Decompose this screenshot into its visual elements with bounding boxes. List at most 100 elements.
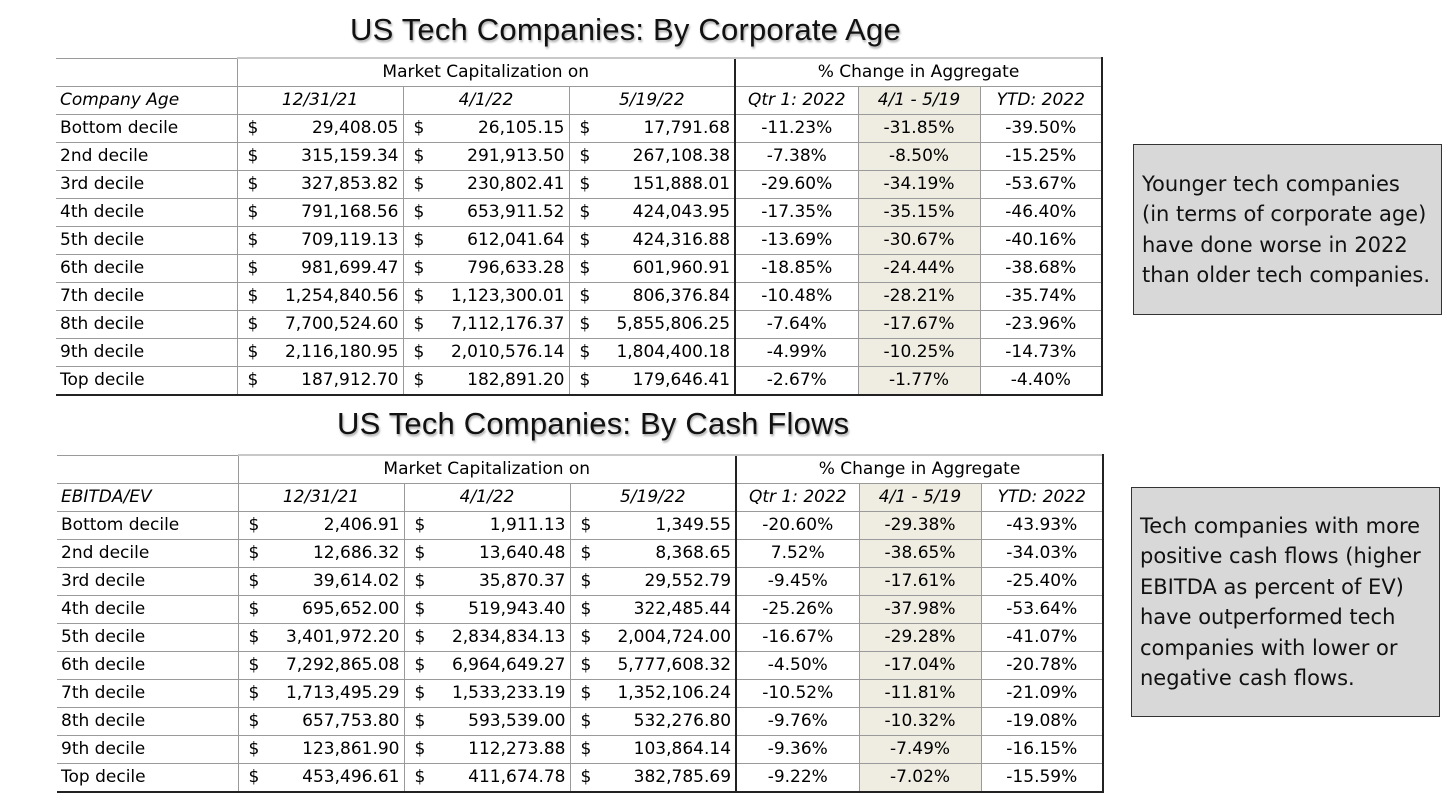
pct-change-cell: -28.21% bbox=[857, 282, 981, 311]
currency-symbol: $ bbox=[248, 655, 260, 675]
market-cap-value: 601,960.91 bbox=[632, 258, 731, 278]
currency-symbol: $ bbox=[579, 146, 591, 166]
pct-change-cell: -17.04% bbox=[858, 651, 982, 680]
note-box-cash-flows: Tech companies with more positive cash f… bbox=[1131, 487, 1440, 717]
market-cap-cell: $7,112,176.37 bbox=[402, 310, 569, 339]
table-row: 2nd decile $12,686.32 $13,640.48 $8,368.65 7… bbox=[57, 539, 1105, 568]
market-cap-value: 29,408.05 bbox=[311, 118, 399, 138]
pct-change-cell: -46.40% bbox=[979, 198, 1104, 227]
market-cap-value: 1,911.13 bbox=[489, 515, 566, 535]
row-label: 5th decile bbox=[57, 623, 238, 652]
pct-change-cell: -9.22% bbox=[735, 763, 860, 793]
currency-symbol: $ bbox=[414, 739, 426, 759]
row-label: 7th decile bbox=[56, 282, 237, 311]
currency-symbol: $ bbox=[413, 258, 425, 278]
market-cap-cell: $39,614.02 bbox=[237, 567, 404, 596]
currency-symbol: $ bbox=[414, 627, 426, 647]
pct-change-cell: -20.78% bbox=[980, 651, 1105, 680]
pct-change-cell: -24.44% bbox=[857, 254, 981, 283]
market-cap-cell: $103,864.14 bbox=[569, 735, 737, 764]
market-cap-cell: $791,168.56 bbox=[236, 198, 403, 227]
group-header-pct-change: % Change in Aggregate bbox=[734, 57, 1104, 87]
group-header-market-cap: Market Capitalization on bbox=[236, 57, 736, 87]
currency-symbol: $ bbox=[413, 342, 425, 362]
pct-change-cell: -11.23% bbox=[734, 114, 859, 143]
row-label: 6th decile bbox=[57, 651, 238, 680]
market-cap-value: 1,123,300.01 bbox=[450, 286, 565, 306]
pct-change-cell: -7.38% bbox=[734, 142, 859, 171]
currency-symbol: $ bbox=[248, 767, 260, 787]
market-cap-value: 695,652.00 bbox=[302, 599, 400, 619]
currency-symbol: $ bbox=[413, 202, 425, 222]
market-cap-cell: $453,496.61 bbox=[237, 763, 404, 793]
table-row: 9th decile $2,116,180.95 $2,010,576.14 $1,8… bbox=[56, 338, 1104, 367]
currency-symbol: $ bbox=[414, 599, 426, 619]
currency-symbol: $ bbox=[414, 711, 426, 731]
pct-change-cell: -1.77% bbox=[857, 366, 981, 396]
market-cap-value: 2,010,576.14 bbox=[450, 342, 565, 362]
pct-change-cell: -4.50% bbox=[735, 651, 860, 680]
market-cap-cell: $291,913.50 bbox=[402, 142, 569, 171]
group-header-market-cap: Market Capitalization on bbox=[237, 454, 737, 484]
table-title-cash-flows: US Tech Companies: By Cash Flows bbox=[337, 406, 850, 441]
market-cap-cell: $230,802.41 bbox=[402, 170, 569, 199]
column-header: 12/31/21 bbox=[237, 483, 404, 512]
market-cap-cell: $29,408.05 bbox=[236, 114, 403, 143]
currency-symbol: $ bbox=[414, 767, 426, 787]
column-header: 4/1 - 5/19 bbox=[857, 86, 981, 115]
market-cap-cell: $123,861.90 bbox=[237, 735, 404, 764]
market-cap-value: 2,834,834.13 bbox=[451, 627, 566, 647]
market-cap-cell: $13,640.48 bbox=[403, 539, 570, 568]
pct-change-cell: -18.85% bbox=[734, 254, 859, 283]
pct-change-cell: -21.09% bbox=[980, 679, 1105, 708]
note-box-corporate-age: Younger tech companies (in terms of corp… bbox=[1133, 144, 1442, 315]
market-cap-value: 791,168.56 bbox=[301, 202, 399, 222]
market-cap-cell: $2,010,576.14 bbox=[402, 338, 569, 367]
market-cap-value: 2,116,180.95 bbox=[284, 342, 399, 362]
market-cap-value: 5,855,806.25 bbox=[616, 314, 731, 334]
market-cap-cell: $8,368.65 bbox=[569, 539, 737, 568]
row-label: 9th decile bbox=[56, 338, 237, 367]
pct-change-cell: -16.15% bbox=[980, 735, 1105, 764]
currency-symbol: $ bbox=[580, 543, 592, 563]
market-cap-value: 1,254,840.56 bbox=[284, 286, 399, 306]
currency-symbol: $ bbox=[247, 342, 259, 362]
market-cap-value: 1,533,233.19 bbox=[451, 683, 566, 703]
column-header: 4/1 - 5/19 bbox=[858, 483, 982, 512]
pct-change-cell: -29.28% bbox=[858, 623, 982, 652]
pct-change-cell: -39.50% bbox=[979, 114, 1104, 143]
market-cap-value: 1,352,106.24 bbox=[617, 683, 732, 703]
column-header: Qtr 1: 2022 bbox=[734, 86, 859, 115]
table-row: 6th decile $7,292,865.08 $6,964,649.27 $5,7… bbox=[57, 651, 1105, 680]
currency-symbol: $ bbox=[580, 711, 592, 731]
market-cap-cell: $382,785.69 bbox=[569, 763, 737, 793]
currency-symbol: $ bbox=[579, 342, 591, 362]
pct-change-cell: -10.32% bbox=[858, 707, 982, 736]
currency-symbol: $ bbox=[413, 174, 425, 194]
market-cap-cell: $1,254,840.56 bbox=[236, 282, 403, 311]
pct-change-cell: -53.67% bbox=[979, 170, 1104, 199]
row-label: 4th decile bbox=[56, 198, 237, 227]
market-cap-value: 411,674.78 bbox=[468, 767, 566, 787]
column-header: YTD: 2022 bbox=[979, 86, 1104, 115]
market-cap-value: 796,633.28 bbox=[467, 258, 565, 278]
market-cap-value: 1,713,495.29 bbox=[285, 683, 400, 703]
market-cap-value: 2,406.91 bbox=[323, 515, 400, 535]
market-cap-value: 322,485.44 bbox=[633, 599, 732, 619]
market-cap-cell: $411,674.78 bbox=[403, 763, 570, 793]
currency-symbol: $ bbox=[248, 543, 260, 563]
currency-symbol: $ bbox=[414, 683, 426, 703]
pct-change-cell: -43.93% bbox=[980, 511, 1105, 540]
pct-change-cell: -53.64% bbox=[980, 595, 1105, 624]
column-header: 5/19/22 bbox=[568, 86, 736, 115]
table-row: Top decile $453,496.61 $411,674.78 $382,785… bbox=[57, 763, 1105, 793]
column-header: YTD: 2022 bbox=[980, 483, 1105, 512]
market-cap-cell: $7,700,524.60 bbox=[236, 310, 403, 339]
market-cap-cell: $112,273.88 bbox=[403, 735, 570, 764]
row-label: 4th decile bbox=[57, 595, 238, 624]
row-label: 3rd decile bbox=[57, 567, 238, 596]
row-label: Bottom decile bbox=[56, 114, 237, 143]
market-cap-cell: $2,004,724.00 bbox=[569, 623, 737, 652]
pct-change-cell: -7.49% bbox=[858, 735, 982, 764]
pct-change-cell: -17.61% bbox=[858, 567, 982, 596]
